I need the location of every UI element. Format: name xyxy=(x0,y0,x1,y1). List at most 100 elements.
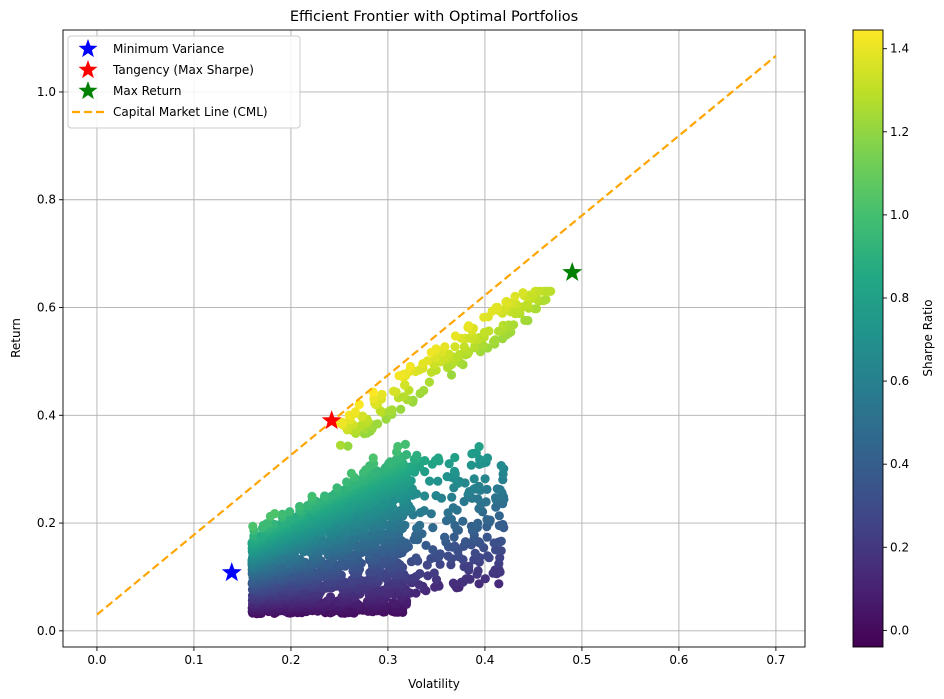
portfolio-point xyxy=(498,519,508,530)
portfolio-point xyxy=(480,474,490,484)
x-tick-label: 0.3 xyxy=(378,653,397,667)
portfolio-point xyxy=(484,326,494,336)
portfolio-point xyxy=(541,294,551,305)
portfolio-point xyxy=(493,302,503,312)
portfolio-point xyxy=(442,472,452,482)
portfolio-point xyxy=(447,492,457,502)
portfolio-point xyxy=(511,306,521,316)
x-tick-label: 0.4 xyxy=(475,653,494,667)
portfolio-point xyxy=(490,335,500,345)
legend-label: Capital Market Line (CML) xyxy=(113,105,268,119)
portfolio-point xyxy=(466,460,476,470)
portfolio-point xyxy=(478,340,488,350)
y-tick-label: 0.4 xyxy=(37,408,56,422)
portfolio-point xyxy=(372,585,382,595)
portfolio-point xyxy=(398,392,408,402)
portfolio-point xyxy=(358,411,368,421)
portfolio-point xyxy=(372,466,382,476)
portfolio-point xyxy=(428,545,438,555)
portfolio-point xyxy=(459,496,469,507)
portfolio-point xyxy=(494,579,504,589)
x-tick-label: 0.7 xyxy=(766,653,785,667)
portfolio-point xyxy=(295,501,305,512)
cml-line xyxy=(96,55,777,616)
portfolio-point xyxy=(535,286,545,296)
portfolio-point xyxy=(421,540,431,551)
y-axis-ticks: 0.0 0.2 0.4 0.6 0.8 1.0 xyxy=(37,85,63,638)
portfolio-point xyxy=(285,507,295,517)
portfolio-point xyxy=(368,453,378,463)
x-tick-label: 0.6 xyxy=(669,653,688,667)
portfolio-point xyxy=(307,491,317,501)
portfolio-point xyxy=(277,509,287,519)
portfolio-point xyxy=(450,541,460,551)
portfolio-point xyxy=(494,511,504,521)
portfolio-cloud xyxy=(247,286,556,619)
x-tick-label: 0.1 xyxy=(184,653,203,667)
portfolio-point xyxy=(490,545,501,555)
star-marker-max-return xyxy=(562,261,583,281)
portfolio-point xyxy=(388,503,398,513)
portfolio-point xyxy=(415,520,425,530)
y-tick-label: 0.8 xyxy=(37,193,56,207)
x-axis-ticks: 0.0 0.1 0.2 0.3 0.4 0.5 0.6 0.7 xyxy=(87,647,785,667)
colorbar-frame xyxy=(852,29,884,648)
portfolio-point xyxy=(377,389,387,400)
portfolio-point xyxy=(343,441,353,451)
star-marker-tangency-max-sharpe- xyxy=(321,410,342,430)
portfolio-point xyxy=(431,344,441,354)
portfolio-point xyxy=(492,484,502,494)
portfolio-point xyxy=(450,342,460,352)
portfolio-point xyxy=(450,331,460,341)
portfolio-point xyxy=(419,506,429,516)
legend-marker xyxy=(78,81,98,100)
portfolio-point xyxy=(338,417,348,427)
colorbar-gradient xyxy=(853,30,883,647)
portfolio-point xyxy=(433,476,443,486)
portfolio-point xyxy=(473,518,483,528)
portfolio-point xyxy=(415,569,425,579)
portfolio-point xyxy=(459,342,469,352)
special-portfolios xyxy=(221,261,583,582)
portfolio-point xyxy=(469,474,479,484)
colorbar-tick-label: 1.4 xyxy=(890,42,909,56)
portfolio-point xyxy=(420,456,430,466)
portfolio-point xyxy=(335,440,346,450)
plot-area: 0.0 0.1 0.2 0.3 0.4 0.5 0.6 0.7 0.0 0.2 0.4 0.6 0.8… xyxy=(37,29,806,667)
plot-frame xyxy=(62,29,806,648)
portfolio-point xyxy=(346,468,356,478)
colorbar-tick-label: 0.4 xyxy=(890,457,909,471)
portfolio-point xyxy=(482,532,492,542)
legend-marker xyxy=(78,60,98,79)
portfolio-point xyxy=(420,491,430,501)
legend-label: Max Return xyxy=(113,84,181,98)
portfolio-point xyxy=(400,439,410,449)
colorbar-tick-label: 0.8 xyxy=(890,291,909,305)
portfolio-point xyxy=(490,493,501,503)
portfolio-point xyxy=(443,551,453,561)
colorbar-tick-label: 1.0 xyxy=(890,208,909,222)
portfolio-point xyxy=(446,370,457,380)
chart-title: Efficient Frontier with Optimal Portfoli… xyxy=(290,9,578,25)
portfolio-point xyxy=(414,580,424,590)
portfolio-point xyxy=(473,566,483,576)
legend: Minimum Variance Tangency (Max Sharpe) Max… xyxy=(67,35,301,129)
portfolio-point xyxy=(428,523,438,533)
portfolio-point xyxy=(433,453,443,463)
portfolio-point xyxy=(468,332,478,342)
portfolio-point xyxy=(354,399,364,410)
portfolio-point xyxy=(411,553,421,563)
colorbar-tick-label: 1.2 xyxy=(890,125,909,139)
portfolio-point xyxy=(426,509,436,519)
legend-label: Tangency (Max Sharpe) xyxy=(112,63,254,77)
portfolio-point xyxy=(388,386,399,396)
portfolio-point xyxy=(461,574,471,584)
x-tick-label: 0.2 xyxy=(281,653,300,667)
portfolio-point xyxy=(474,579,484,589)
portfolio-point xyxy=(495,553,505,563)
portfolio-point xyxy=(332,483,342,493)
portfolio-point xyxy=(448,503,458,513)
portfolio-point xyxy=(508,320,519,330)
portfolio-point xyxy=(450,452,460,463)
portfolio-point xyxy=(320,491,330,501)
